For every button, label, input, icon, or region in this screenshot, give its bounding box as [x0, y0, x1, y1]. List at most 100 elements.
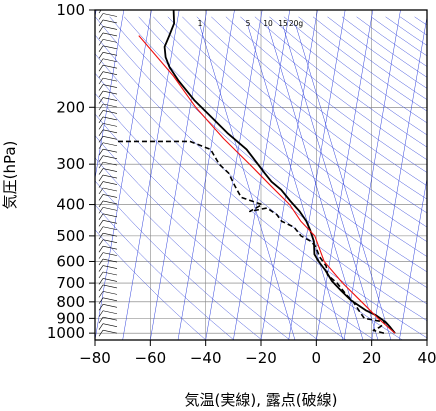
dry-adiabat-line: [399, 16, 427, 36]
wind-barb: [102, 174, 118, 179]
wind-barb: [102, 310, 118, 315]
y-axis-title: 気圧(hPa): [1, 141, 19, 210]
wind-barb: [98, 52, 104, 59]
mixing-ratio-line: [282, 25, 379, 340]
wind-barb: [102, 13, 118, 17]
dry-adiabat-line: [341, 16, 427, 78]
dry-adiabat-line: [211, 16, 427, 187]
wind-barb: [102, 168, 118, 172]
wind-barb: [102, 329, 118, 334]
wind-barb: [102, 291, 118, 295]
wind-barb: [98, 187, 104, 195]
tick-layer: [89, 9, 428, 346]
x-tick-label: 0: [312, 349, 322, 367]
wind-barb: [102, 323, 118, 327]
wind-barb: [98, 149, 104, 156]
wind-barb: [98, 174, 104, 182]
wind-barb: [98, 116, 104, 124]
wind-barb: [98, 19, 104, 27]
wind-barb: [98, 26, 104, 33]
wind-barb: [98, 291, 104, 298]
x-tick-label: −60: [135, 349, 167, 367]
dry-adiabat-line: [95, 16, 427, 305]
wind-barb: [102, 304, 118, 308]
wind-barb: [98, 194, 104, 201]
wind-barb: [98, 32, 104, 40]
isotherm-line: [426, 338, 427, 340]
wind-barb: [98, 245, 104, 253]
y-tick-label: 1000: [47, 324, 85, 342]
wind-barbs: [98, 10, 118, 337]
wind-barb: [98, 65, 104, 72]
series-line-solid-red: [138, 35, 396, 334]
wind-barb: [98, 136, 104, 143]
y-tick-label: 100: [56, 1, 85, 19]
wind-barb: [98, 323, 104, 330]
dry-adiabat-line: [95, 135, 319, 340]
wind-barb: [102, 220, 118, 224]
wind-barb: [98, 213, 104, 221]
wind-barb: [102, 181, 118, 185]
isotherm-line: [316, 10, 374, 340]
wind-barb: [102, 213, 118, 218]
mixing-ratio-label: 10: [263, 19, 273, 28]
wind-barb: [98, 304, 104, 311]
wind-barb: [98, 226, 104, 233]
dry-adiabat-line: [370, 16, 427, 57]
y-tick-label: 900: [56, 309, 85, 327]
wind-barb: [102, 245, 118, 250]
wind-barb: [98, 168, 104, 175]
dry-adiabat-line: [240, 16, 427, 161]
dry-adiabat-line: [138, 16, 427, 257]
wind-barb: [102, 284, 118, 289]
dry-adiabat-line: [95, 34, 427, 321]
wind-barb: [98, 58, 104, 65]
x-axis-title: 気温(実線), 露点(破線): [185, 391, 338, 409]
dry-adiabat-line: [95, 229, 207, 340]
dry-adiabat-line: [95, 53, 427, 339]
wind-barb: [102, 148, 118, 153]
y-tick-label: 800: [56, 293, 85, 311]
isotherm-line: [288, 10, 346, 340]
wind-barb: [98, 317, 104, 324]
wind-barb: [98, 123, 104, 130]
wind-barb: [102, 45, 118, 50]
wind-barb: [102, 90, 118, 95]
wind-barb: [98, 278, 104, 285]
dry-adiabat-line: [196, 16, 427, 200]
mixing-ratio-label: 5: [246, 19, 251, 28]
wind-barb: [102, 110, 118, 114]
wind-barb: [98, 45, 104, 52]
dry-adiabat-line: [167, 16, 427, 228]
grid-layer: [95, 10, 427, 340]
wind-barb: [98, 155, 104, 162]
wind-barb: [98, 129, 104, 136]
mixing-ratio-label: 1: [198, 19, 203, 28]
wind-barb: [98, 258, 104, 266]
wind-barb: [102, 51, 118, 56]
series-line-solid-black: [163, 10, 396, 334]
series-layer: [115, 10, 396, 334]
wind-barb: [98, 271, 104, 279]
y-tick-label: 200: [56, 98, 85, 116]
wind-barb: [98, 90, 104, 98]
wind-barb: [102, 123, 118, 127]
wind-barb: [98, 71, 104, 78]
wind-barb: [98, 181, 104, 188]
x-tick-label: −40: [190, 349, 222, 367]
wind-barb: [98, 284, 104, 292]
dry-adiabat-line: [356, 16, 427, 67]
y-tick-label: 400: [56, 196, 85, 214]
wind-barb: [98, 84, 104, 91]
wind-barb: [98, 239, 104, 246]
dry-adiabat-line: [254, 16, 427, 148]
isotherm-line: [205, 10, 263, 340]
wind-barb: [102, 71, 118, 75]
isotherm-line: [371, 15, 427, 340]
wind-barb: [102, 207, 118, 211]
y-tick-label: 700: [56, 274, 85, 292]
x-tick-label: 20: [362, 349, 381, 367]
wind-barb: [102, 26, 118, 30]
dry-adiabat-line: [95, 72, 403, 340]
wind-barb: [98, 13, 104, 20]
